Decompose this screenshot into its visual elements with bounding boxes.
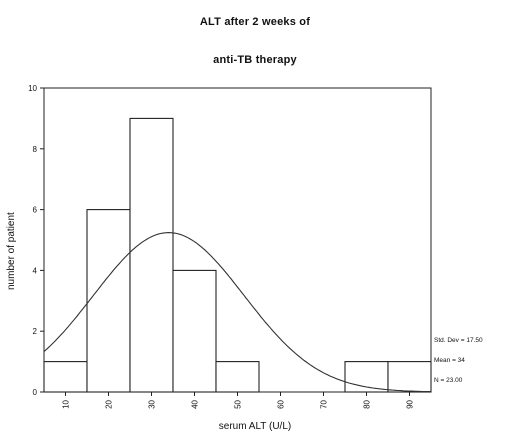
- histogram-bar: [44, 362, 87, 392]
- x-tick-label: 10: [62, 399, 71, 408]
- histogram-bar: [87, 210, 130, 392]
- x-tick-label: 30: [148, 399, 157, 408]
- y-tick-label: 2: [33, 327, 38, 336]
- histogram-bar: [173, 270, 216, 392]
- stat-label: N = 23.00: [434, 377, 463, 384]
- stat-label: Mean = 34: [434, 357, 465, 364]
- x-tick-label: 50: [234, 399, 243, 408]
- stat-label: Std. Dev = 17.50: [434, 337, 483, 344]
- y-tick-label: 6: [33, 206, 38, 215]
- x-tick-label: 90: [406, 399, 415, 408]
- x-tick-label: 20: [105, 399, 114, 408]
- y-tick-label: 8: [33, 145, 38, 154]
- x-tick-label: 60: [277, 399, 286, 408]
- y-tick-label: 0: [33, 388, 38, 397]
- histogram-bar: [216, 362, 259, 392]
- y-tick-label: 10: [28, 84, 37, 93]
- y-tick-label: 4: [33, 266, 38, 275]
- x-tick-label: 70: [320, 399, 329, 408]
- histogram-bar: [130, 118, 173, 392]
- histogram-bar: [388, 362, 431, 392]
- x-tick-label: 80: [363, 399, 372, 408]
- x-tick-label: 40: [191, 399, 200, 408]
